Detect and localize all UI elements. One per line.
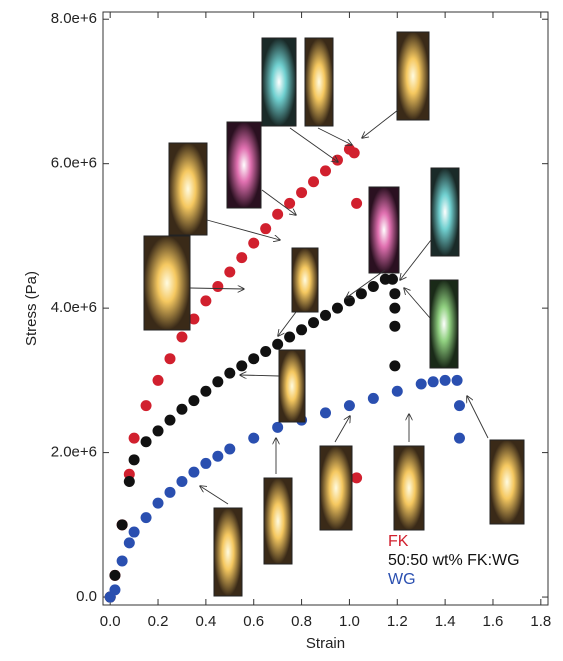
data-point (248, 237, 260, 249)
data-point (389, 288, 401, 300)
data-point (128, 526, 140, 538)
data-point (152, 497, 164, 509)
data-point (200, 385, 212, 397)
data-point (140, 400, 152, 412)
data-point (188, 395, 200, 407)
data-point (351, 197, 363, 209)
data-point (386, 273, 398, 285)
legend-entry: WG (388, 571, 416, 588)
data-point (128, 454, 140, 466)
data-point (308, 317, 320, 329)
data-point (367, 280, 379, 292)
data-point (296, 324, 308, 336)
photo-insets (143, 31, 525, 597)
data-point (212, 280, 224, 292)
y-axis-title: Stress (Pa) (23, 271, 40, 346)
data-point (152, 425, 164, 437)
data-point (451, 374, 463, 386)
data-point (248, 353, 260, 365)
legend-entry: FK (388, 533, 409, 550)
x-tick-label: 0.8 (291, 613, 312, 630)
data-point (415, 378, 427, 390)
data-point (200, 457, 212, 469)
data-point (284, 197, 296, 209)
data-point (260, 345, 272, 357)
data-point (389, 320, 401, 332)
data-point (439, 374, 451, 386)
legend-entry: 50:50 wt% FK:WG (388, 552, 520, 569)
y-tick-label: 2.0e+6 (51, 444, 97, 461)
legend: FK 50:50 wt% FK:WG WG (388, 533, 520, 588)
data-point (391, 385, 403, 397)
data-point (123, 537, 135, 549)
plot-layer: 0.0 0.2 0.4 0.6 0.8 1.0 1.2 1.4 1.6 1.8 0.0 2.0e+6 4… (23, 10, 551, 652)
data-point (351, 472, 363, 484)
data-point (116, 519, 128, 531)
data-point (427, 376, 439, 388)
data-point (123, 475, 135, 487)
x-tick-label: 0.6 (243, 613, 264, 630)
x-tick-label: 0.4 (195, 613, 216, 630)
x-tick-label: 1.0 (339, 613, 360, 630)
data-point (164, 486, 176, 498)
data-point (389, 302, 401, 314)
data-point (248, 432, 260, 444)
y-tick-label: 8.0e+6 (51, 10, 97, 27)
data-point (212, 450, 224, 462)
data-point (296, 187, 308, 199)
y-tick-label: 6.0e+6 (51, 155, 97, 172)
y-tick-label: 0.0 (76, 588, 97, 605)
data-point (331, 154, 343, 166)
data-point (389, 360, 401, 372)
data-point (272, 421, 284, 433)
data-point (320, 165, 331, 177)
data-point (343, 295, 355, 307)
x-tick-label: 1.2 (387, 613, 408, 630)
x-tick-label: 1.4 (435, 613, 456, 630)
data-point (224, 266, 236, 278)
data-point (348, 147, 360, 159)
data-point (260, 223, 272, 235)
data-point (188, 466, 200, 478)
data-point (212, 376, 224, 388)
data-point (224, 443, 236, 455)
x-tick-label: 1.8 (530, 613, 551, 630)
x-tick-label: 0.0 (100, 613, 121, 630)
data-point (308, 176, 320, 188)
y-tick-label: 4.0e+6 (51, 299, 97, 316)
data-point (176, 331, 188, 343)
data-point (224, 367, 236, 379)
data-point (453, 400, 465, 412)
data-point (116, 555, 128, 567)
data-point (331, 302, 343, 314)
data-point (284, 331, 296, 343)
data-point (200, 295, 212, 307)
data-point (272, 208, 284, 220)
data-point (188, 313, 200, 325)
data-point (109, 569, 121, 581)
data-point (236, 252, 248, 264)
data-point (236, 360, 248, 372)
data-point (140, 436, 152, 448)
x-tick-label: 0.2 (148, 613, 169, 630)
data-point (176, 403, 188, 415)
x-axis-title: Strain (306, 635, 345, 652)
data-point (320, 407, 331, 419)
data-point (453, 432, 465, 444)
data-point (272, 338, 284, 350)
data-point (355, 288, 367, 300)
data-point (343, 400, 355, 412)
data-point (152, 374, 164, 386)
data-point (164, 353, 176, 365)
data-point (109, 584, 121, 596)
data-point (164, 414, 176, 426)
data-point (367, 392, 379, 404)
data-point (140, 512, 152, 524)
x-tick-label: 1.6 (483, 613, 504, 630)
data-point (176, 475, 188, 487)
data-point (320, 309, 331, 321)
data-point (128, 432, 140, 444)
